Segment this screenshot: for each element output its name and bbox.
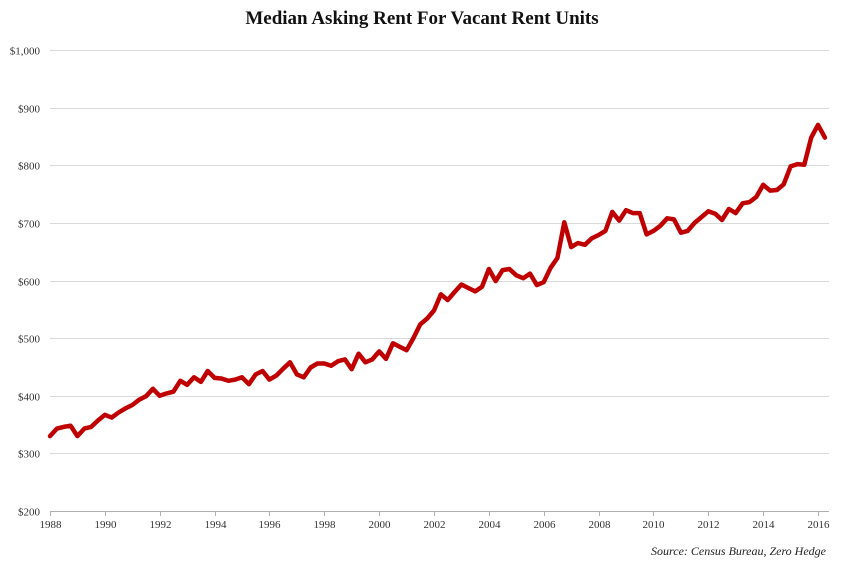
x-tick-label: 1990 bbox=[95, 519, 118, 531]
x-tick-label: 2014 bbox=[753, 519, 776, 531]
x-tick-label: 2010 bbox=[643, 519, 666, 531]
y-tick-label: $1,000 bbox=[10, 46, 41, 58]
source-note: Source: Census Bureau, Zero Hedge bbox=[651, 544, 826, 558]
y-tick-label: $900 bbox=[18, 104, 41, 116]
x-tick-label: 2002 bbox=[424, 519, 446, 531]
x-tick-label: 1994 bbox=[205, 519, 228, 531]
x-tick-label: 2012 bbox=[698, 519, 720, 531]
x-tick-label: 1998 bbox=[314, 519, 337, 531]
x-tick-label: 2008 bbox=[589, 519, 612, 531]
series-line bbox=[47, 122, 828, 439]
x-tick-label: 2006 bbox=[534, 519, 557, 531]
y-tick-label: $200 bbox=[18, 507, 41, 519]
x-tick-label: 1988 bbox=[40, 519, 63, 531]
x-tick-label: 2016 bbox=[808, 519, 831, 531]
y-tick-labels: $200 $300 $400 $500 $600 $700 $800 $900 $1,000 bbox=[10, 46, 41, 519]
axes bbox=[50, 511, 829, 516]
x-tick-label: 1996 bbox=[259, 519, 282, 531]
y-tick-label: $400 bbox=[18, 392, 41, 404]
y-tick-label: $800 bbox=[18, 161, 41, 173]
y-tick-label: $300 bbox=[18, 449, 41, 461]
y-tick-label: $500 bbox=[18, 334, 41, 346]
x-tick-label: 2004 bbox=[479, 519, 502, 531]
x-tick-labels: 1988 1990 1992 1994 1996 1998 2000 2002 2004 2006… bbox=[40, 519, 831, 531]
x-tick-label: 1992 bbox=[150, 519, 172, 531]
series-layer bbox=[47, 122, 828, 439]
x-tick-label: 2000 bbox=[369, 519, 392, 531]
gridlines bbox=[50, 50, 829, 454]
y-tick-label: $700 bbox=[18, 219, 41, 231]
chart-title: Median Asking Rent For Vacant Rent Units bbox=[245, 8, 599, 29]
y-tick-label: $600 bbox=[18, 277, 41, 289]
